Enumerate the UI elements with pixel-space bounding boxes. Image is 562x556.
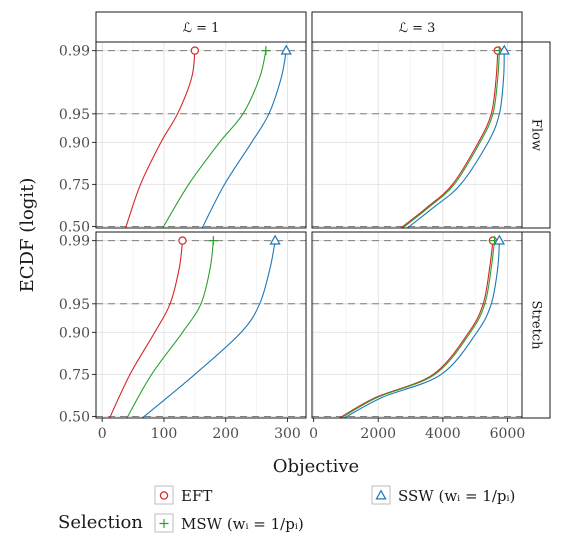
y-tick-label: 0.99 (59, 44, 90, 60)
panel-border (311, 231, 523, 419)
y-axis-title: ECDF (logit) (17, 178, 38, 293)
facet-strip-col-1 (95, 11, 307, 43)
series-line (126, 240, 214, 418)
series-group (339, 240, 500, 418)
y-tick-label: 0.95 (59, 297, 90, 313)
facet-strip-row-1 (521, 41, 551, 229)
marker-circle (190, 46, 200, 55)
x-tick-label: 100 (151, 426, 178, 442)
series-group (109, 240, 276, 418)
panel-0-1 (95, 231, 307, 419)
series-line (406, 50, 505, 228)
legend-label: SSW (wᵢ = 1/pᵢ) (398, 487, 515, 505)
y-tick-label: 0.99 (59, 234, 90, 250)
y-tick-label: 0.75 (59, 367, 90, 383)
legend-item: SSW (wᵢ = 1/pᵢ) (371, 485, 515, 505)
series-line (125, 50, 196, 228)
panel-1-0 (311, 41, 523, 229)
panel-1-1 (311, 231, 523, 419)
panel-border (311, 41, 523, 229)
series-line (141, 240, 276, 418)
x-tick-label: 0 (98, 426, 107, 442)
series-group (125, 50, 287, 228)
facet-panels: ℒ = 1 ℒ = 3 Flow Stretch 0.50 0.75 0.90 0.95 0.9… (59, 11, 551, 442)
marker-circle (178, 236, 187, 245)
marker-plus (208, 236, 218, 246)
facet-strip-col-2 (311, 11, 523, 43)
x-tick-label: 6000 (490, 426, 526, 442)
series-line (339, 240, 494, 418)
panel-background (96, 232, 306, 418)
y-tick-label: 0.90 (59, 135, 90, 151)
legend-item: MSW (wᵢ = 1/pᵢ) (154, 513, 304, 533)
y-tick-label: 0.50 (59, 409, 90, 425)
x-tick-label: 4000 (425, 426, 461, 442)
series-line (109, 240, 184, 418)
marker-triangle (280, 44, 292, 55)
marker-triangle (375, 489, 387, 500)
series-line (344, 240, 500, 418)
panel-border (95, 41, 307, 229)
legend-title: Selection (58, 512, 143, 533)
series-line (400, 50, 499, 228)
legend-label: EFT (181, 487, 212, 505)
marker-triangle (493, 234, 506, 245)
facet-strip-row-label: Stretch (529, 301, 544, 351)
marker-plus (261, 46, 271, 56)
panel-background (96, 42, 306, 228)
facet-strip-row-2 (521, 231, 551, 419)
series-line (201, 50, 287, 228)
marker-triangle (269, 234, 281, 245)
x-axis-title: Objective (273, 456, 359, 477)
panel-background (312, 42, 522, 228)
facet-strip-col-label: ℒ = 1 (183, 21, 220, 36)
legend-label: MSW (wᵢ = 1/pᵢ) (181, 515, 304, 533)
series-group (400, 50, 505, 228)
panel-border (95, 231, 307, 419)
legend: Selection EFT MSW (wᵢ = 1/pᵢ) SSW (wᵢ = 1/… (58, 485, 515, 533)
x-tick-label: 0 (309, 426, 318, 442)
series-line (402, 50, 500, 228)
panel-background (312, 232, 522, 418)
panel-0-0 (95, 41, 307, 229)
legend-item: EFT (154, 485, 212, 505)
facet-strip-row-label: Flow (529, 119, 544, 151)
marker-circle (159, 491, 169, 500)
series-line (162, 50, 267, 228)
y-tick-label: 0.50 (59, 219, 90, 235)
facet-strip-col-label: ℒ = 3 (399, 21, 436, 36)
marker-plus (159, 519, 169, 528)
x-tick-label: 2000 (360, 426, 396, 442)
y-tick-label: 0.75 (59, 177, 90, 193)
x-tick-label: 200 (212, 426, 239, 442)
series-line (340, 240, 496, 418)
y-tick-label: 0.95 (59, 107, 90, 123)
y-tick-label: 0.90 (59, 325, 90, 341)
marker-triangle (498, 44, 510, 55)
x-tick-label: 300 (274, 426, 301, 442)
